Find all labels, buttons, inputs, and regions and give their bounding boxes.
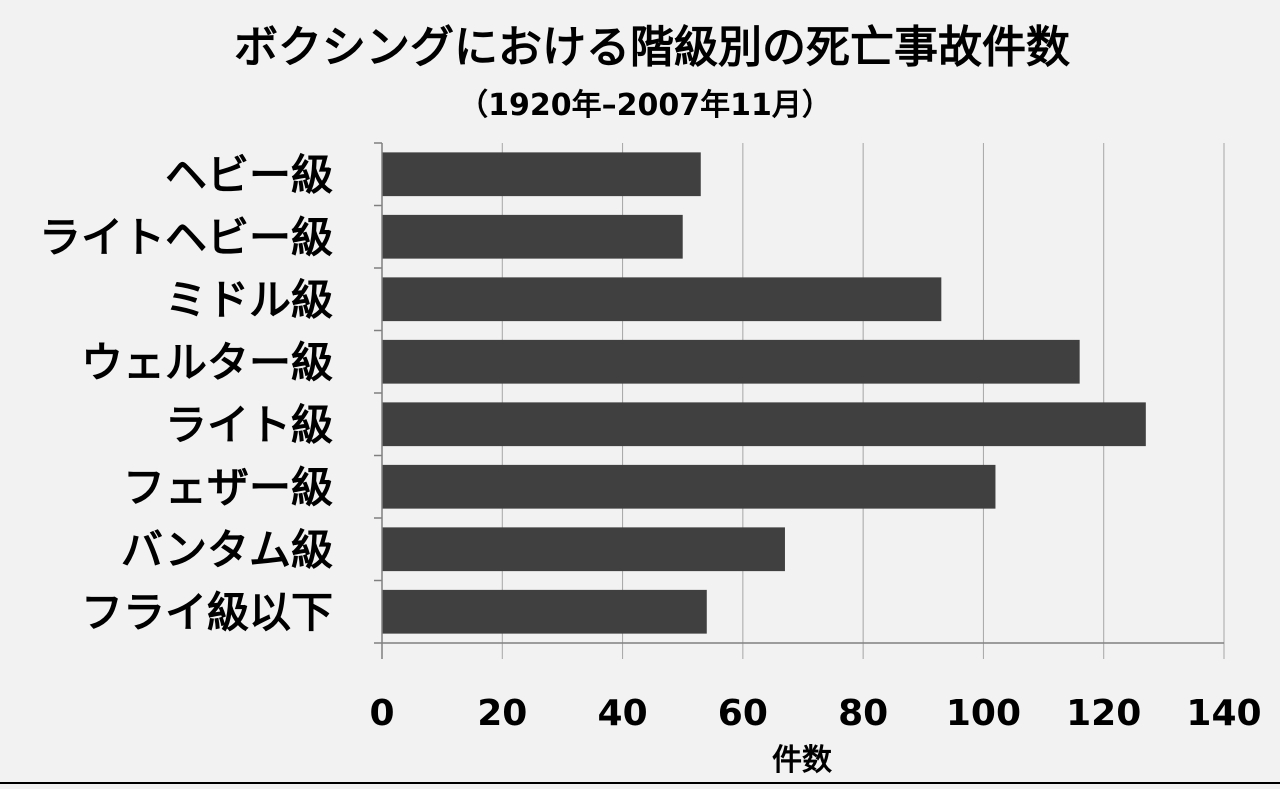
category-labels: ヘビー級ライトヘビー級ミドル級ウェルター級ライト級フェザー級バンタム級フライ級以… xyxy=(39,150,333,637)
bar-3 xyxy=(382,277,942,322)
category-label: ミドル級 xyxy=(165,275,333,324)
x-tick-label: 60 xyxy=(718,693,768,734)
bar-1 xyxy=(382,152,701,197)
category-label: ライトヘビー級 xyxy=(39,213,333,262)
bar-6 xyxy=(382,464,996,509)
category-label: フェザー級 xyxy=(123,463,333,512)
chart-title: ボクシングにおける階級別の死亡事故件数 xyxy=(234,22,1070,73)
x-tick-label: 120 xyxy=(1066,693,1141,734)
category-label: ヘビー級 xyxy=(165,150,333,199)
x-tick-label: 20 xyxy=(477,693,527,734)
x-tick-label: 100 xyxy=(946,693,1021,734)
category-label: フライ級以下 xyxy=(81,588,333,637)
axes xyxy=(374,142,1224,659)
bar-8 xyxy=(382,589,707,634)
bar-2 xyxy=(382,214,683,259)
x-tick-label: 80 xyxy=(838,693,888,734)
chart-subtitle: （1920年–2007年11月） xyxy=(458,88,832,123)
x-tick-label: 40 xyxy=(598,693,648,734)
bar-7 xyxy=(382,527,785,572)
x-axis-label: 件数 xyxy=(772,743,833,778)
bottom-border-line xyxy=(0,782,1280,784)
x-tick-label: 140 xyxy=(1186,693,1261,734)
category-label: ライト級 xyxy=(165,400,333,449)
bars xyxy=(382,152,1146,634)
x-tick-labels: 0 20 40 60 80 100 120 140 xyxy=(369,693,1261,734)
bar-4 xyxy=(382,339,1080,384)
x-tick-label: 0 xyxy=(369,693,394,734)
bar-5 xyxy=(382,402,1146,447)
category-label: ウェルター級 xyxy=(81,338,333,387)
category-label: バンタム級 xyxy=(121,525,333,574)
